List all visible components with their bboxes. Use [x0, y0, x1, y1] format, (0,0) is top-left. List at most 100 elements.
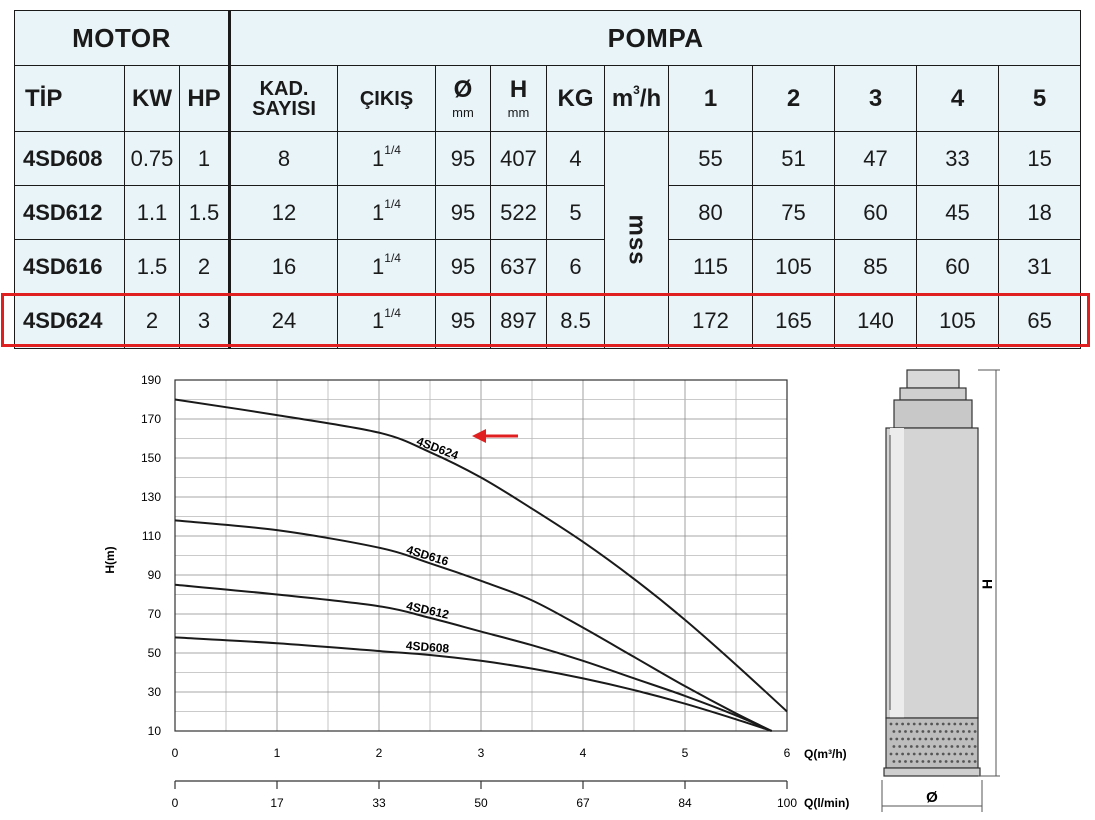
- intake-hole: [907, 722, 910, 726]
- header-diameter-unit: mm: [452, 105, 474, 120]
- row-diameter: 95: [435, 131, 492, 186]
- intake-hole: [909, 745, 913, 748]
- row-tip: 4SD608: [14, 131, 125, 186]
- header-hp: HP: [178, 65, 231, 132]
- intake-hole: [950, 730, 954, 733]
- row-v5: 31: [998, 239, 1082, 294]
- flow-unit-tail: /h: [639, 84, 662, 112]
- intake-hole: [965, 737, 968, 741]
- intake-hole: [938, 730, 942, 733]
- x2-tick-label: 33: [372, 796, 386, 810]
- row-cikis: 11/4: [337, 131, 437, 186]
- intake-hole: [970, 722, 974, 726]
- intake-hole: [953, 737, 957, 741]
- row-kw: 1.5: [124, 239, 180, 294]
- intake-hole: [915, 730, 919, 733]
- row-v1: 115: [668, 239, 754, 294]
- header-diameter: Ø mm: [435, 65, 492, 132]
- intake-hole: [892, 745, 896, 748]
- intake-hole: [924, 722, 928, 726]
- row-v2: 75: [752, 185, 836, 240]
- row-v4: 60: [916, 239, 1000, 294]
- x2-tick-label: 50: [474, 796, 488, 810]
- intake-hole: [901, 737, 904, 741]
- x2-tick-label: 0: [172, 796, 179, 810]
- row-tip: 4SD624: [14, 293, 125, 349]
- row-v4: 45: [916, 185, 1000, 240]
- cikis-sup: 1/4: [384, 143, 401, 158]
- performance-chart: 10 30 50 70 90 110 130 150 170 190 0 1 2 3 4 5 6 0 17 33 50 6…: [103, 373, 849, 810]
- y-tick-label: 50: [148, 646, 162, 660]
- intake-hole: [944, 730, 948, 733]
- header-q3: 3: [834, 65, 918, 132]
- table-row: 4SD616 1.5 2 16 11/4 95 637 6 115 105 85…: [14, 239, 1082, 294]
- intake-screen: [889, 722, 977, 763]
- intake-hole: [889, 737, 893, 741]
- pump-body: [883, 369, 981, 777]
- row-kg: 4: [546, 131, 606, 186]
- y-axis-label: H(m): [103, 546, 117, 573]
- row-kad: 12: [228, 185, 339, 240]
- intake-hole: [904, 730, 907, 733]
- intake-hole: [898, 745, 902, 748]
- intake-hole: [921, 760, 925, 763]
- series-label-4sd608: 4SD608: [405, 638, 450, 655]
- intake-hole: [892, 730, 896, 733]
- intake-hole: [915, 745, 919, 748]
- intake-hole: [947, 752, 951, 756]
- intake-hole: [898, 760, 902, 763]
- y-tick-label: 10: [148, 724, 162, 738]
- intake-hole: [967, 745, 971, 748]
- intake-hole: [930, 722, 933, 726]
- intake-hole: [930, 737, 933, 741]
- row-kad: 24: [228, 293, 339, 349]
- x-tick-label: 5: [682, 746, 689, 760]
- intake-hole: [924, 752, 928, 756]
- intake-hole: [924, 737, 928, 741]
- x-tick-label: 1: [274, 746, 281, 760]
- pump-head: [893, 399, 973, 429]
- row-hp: 1.5: [178, 185, 231, 240]
- intake-hole: [962, 730, 965, 733]
- row-v2: 51: [752, 131, 836, 186]
- intake-hole: [947, 722, 951, 726]
- diameter-label: Ø: [926, 789, 938, 806]
- intake-hole: [938, 760, 942, 763]
- row-height: 407: [490, 131, 548, 186]
- highlight-arrow: [472, 429, 518, 443]
- row-height: 522: [490, 185, 548, 240]
- intake-hole: [944, 745, 948, 748]
- y-tick-label: 110: [142, 529, 161, 543]
- intake-hole: [970, 752, 974, 756]
- row-v3: 85: [834, 239, 918, 294]
- intake-hole: [901, 752, 904, 756]
- series-line-4sd608: [174, 636, 773, 732]
- pump-spec-table: MOTOR POMPA TİP KW HP KAD. SAYISI ÇIKIŞ …: [13, 10, 1082, 349]
- row-v3: 60: [834, 185, 918, 240]
- chart-axes: 10 30 50 70 90 110 130 150 170 190 0 1 2 3 4 5 6 0 17 33 50 6…: [141, 373, 797, 810]
- x-axis-label: Q(m³/h): [804, 747, 847, 761]
- row-cikis: 11/4: [337, 185, 437, 240]
- intake-hole: [941, 737, 945, 741]
- x-tick-label: 3: [478, 746, 485, 760]
- pump-base: [883, 767, 981, 777]
- intake-hole: [909, 760, 913, 763]
- row-v5: 18: [998, 185, 1082, 240]
- header-q4: 4: [916, 65, 1000, 132]
- table-row-highlighted: 4SD624 2 3 24 11/4 95 897 8.5 172 165 14…: [14, 293, 1082, 349]
- row-hp: 1: [178, 131, 231, 186]
- intake-hole: [889, 722, 893, 726]
- pump-drawing: H Ø: [881, 369, 1000, 812]
- flow-unit-base: m: [611, 84, 634, 112]
- intake-hole: [973, 730, 977, 733]
- header-kad-line2: SAYISI: [252, 97, 316, 120]
- x-tick-label: 2: [376, 746, 383, 760]
- header-diameter-symbol: Ø: [453, 76, 473, 103]
- intake-hole: [895, 752, 899, 756]
- intake-hole: [889, 752, 893, 756]
- intake-hole: [904, 745, 907, 748]
- intake-hole: [930, 752, 933, 756]
- intake-hole: [918, 752, 922, 756]
- intake-hole: [912, 752, 916, 756]
